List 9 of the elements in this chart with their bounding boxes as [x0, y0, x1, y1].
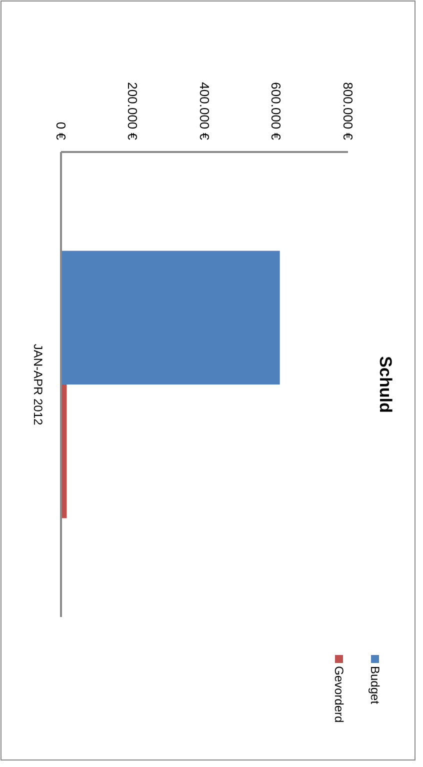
- y-tick-label: JAN-APR 2012: [30, 344, 45, 426]
- x-tick-label: 800.000 €: [340, 82, 356, 141]
- text: Schuld: [376, 356, 395, 413]
- x-tick-label: 400.000 €: [196, 82, 212, 141]
- legend-label: Budget: [368, 666, 382, 705]
- x-tick-label: 200.000 €: [125, 82, 140, 141]
- legend-label: Gevorderd: [332, 666, 346, 723]
- x-tick-label: 600.000 €: [268, 82, 284, 141]
- x-tick-label: 0 €: [53, 122, 68, 141]
